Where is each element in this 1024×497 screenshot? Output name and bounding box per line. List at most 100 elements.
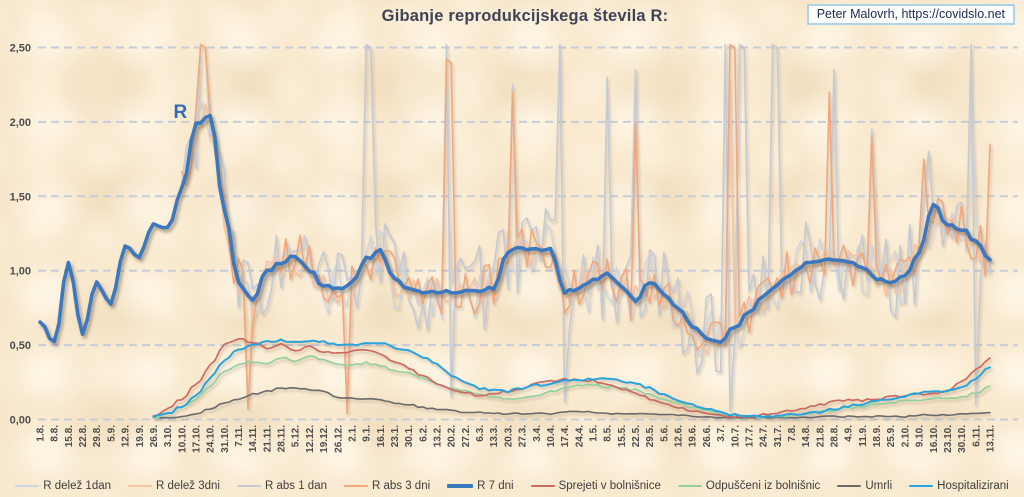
legend-label: R 7 dni [477, 480, 514, 492]
legend-item-r-7dni[interactable]: R 7 dni [447, 480, 514, 492]
svg-text:19.12.: 19.12. [319, 425, 330, 453]
attribution-text: Peter Malovrh, https://covidslo.net [816, 7, 1005, 21]
gridlines: 0,00 0,50 1,00 1,50 2,00 2,50 [10, 43, 1018, 427]
legend-label: Hospitalizirani [937, 480, 1009, 492]
svg-text:7.11.: 7.11. [234, 425, 245, 447]
legend-label: R delež 3dni [156, 480, 220, 492]
svg-text:14.11.: 14.11. [248, 425, 259, 452]
svg-text:30.1.: 30.1. [404, 425, 415, 447]
svg-text:6.2.: 6.2. [418, 425, 429, 442]
svg-text:16.10.: 16.10. [929, 425, 940, 453]
svg-text:8.8.: 8.8. [50, 425, 61, 442]
svg-text:2.10.: 2.10. [900, 425, 911, 447]
svg-text:0,00: 0,00 [10, 415, 31, 427]
svg-text:2.1.: 2.1. [347, 425, 358, 442]
legend-item-r-delez-1dan[interactable]: R delež 1dan [15, 480, 111, 492]
legend-label: Sprejeti v bolnišnice [558, 480, 661, 492]
legend-label: Umrli [865, 480, 893, 492]
svg-text:24.4.: 24.4. [574, 425, 585, 447]
svg-text:12.9.: 12.9. [121, 425, 132, 447]
r7-series [38, 113, 992, 345]
svg-text:30.10.: 30.10. [957, 425, 968, 453]
hospital-series [152, 337, 991, 419]
svg-text:22.8.: 22.8. [78, 425, 89, 447]
svg-text:17.10.: 17.10. [191, 425, 202, 453]
legend-marker-r-delez-3dni-icon [128, 485, 153, 487]
svg-text:6.3.: 6.3. [475, 425, 486, 442]
svg-text:27.3.: 27.3. [518, 425, 529, 447]
svg-text:17.7.: 17.7. [744, 425, 755, 447]
r-annotation: R [174, 102, 188, 123]
attribution-box[interactable]: Peter Malovrh, https://covidslo.net [806, 4, 1015, 25]
svg-text:7.8.: 7.8. [787, 425, 798, 442]
svg-text:24.10.: 24.10. [206, 425, 217, 453]
svg-text:17.4.: 17.4. [560, 425, 571, 447]
legend-item-hospitalizirani[interactable]: Hospitalizirani [909, 480, 1009, 492]
svg-text:23.10.: 23.10. [943, 425, 954, 453]
svg-text:28.11.: 28.11. [277, 425, 288, 452]
chart-title: Gibanje reprodukcijskega števila R: [381, 7, 669, 25]
svg-text:15.5.: 15.5. [617, 425, 628, 447]
svg-text:20.3.: 20.3. [503, 425, 514, 447]
svg-text:21.11.: 21.11. [262, 425, 273, 452]
svg-text:10.4.: 10.4. [546, 425, 557, 447]
svg-text:9.10.: 9.10. [915, 425, 926, 447]
svg-text:14.8.: 14.8. [801, 425, 812, 447]
legend-marker-umrli-icon [837, 485, 862, 487]
svg-text:15.8.: 15.8. [64, 425, 75, 447]
svg-text:10.10.: 10.10. [177, 425, 188, 453]
legend-item-umrli[interactable]: Umrli [837, 480, 892, 492]
svg-text:23.1.: 23.1. [390, 425, 401, 447]
svg-text:6.11.: 6.11. [971, 425, 982, 447]
svg-text:13.3.: 13.3. [489, 425, 500, 447]
svg-text:26.9.: 26.9. [149, 425, 160, 447]
legend-marker-r-abs-1dan-icon [236, 485, 261, 487]
svg-text:31.10.: 31.10. [220, 425, 231, 453]
svg-text:27.2.: 27.2. [461, 425, 472, 447]
svg-text:26.12.: 26.12. [333, 425, 344, 453]
legend-marker-r-delez-1dan-icon [15, 485, 40, 487]
legend-label: R abs 3 dni [371, 480, 431, 492]
svg-text:5.9.: 5.9. [106, 425, 117, 442]
legend-label: R delež 1dan [43, 480, 112, 492]
svg-text:13.2.: 13.2. [433, 425, 444, 447]
svg-text:5.12.: 5.12. [291, 425, 302, 447]
svg-text:2,50: 2,50 [10, 43, 31, 55]
legend-item-r-abs-3dni[interactable]: R abs 3 dni [343, 480, 431, 492]
legend-item-odpusceni[interactable]: Odpuščeni iz bolnišnic [677, 480, 821, 492]
svg-text:3.10.: 3.10. [163, 425, 174, 447]
svg-text:5.6.: 5.6. [659, 425, 670, 442]
legend-marker-r-7dni-icon [447, 484, 474, 488]
legend-marker-r-abs-3dni-icon [343, 485, 368, 487]
svg-text:10.7.: 10.7. [730, 425, 741, 447]
legend-label: Odpuščeni iz bolnišnic [705, 480, 821, 492]
svg-text:4.9.: 4.9. [844, 425, 855, 442]
svg-text:21.8.: 21.8. [815, 425, 826, 447]
svg-text:20.2.: 20.2. [447, 425, 458, 447]
svg-text:18.9.: 18.9. [872, 425, 883, 447]
svg-text:22.5.: 22.5. [631, 425, 642, 447]
svg-text:19.9.: 19.9. [135, 425, 146, 447]
legend-marker-odpusceni-icon [677, 485, 702, 487]
svg-text:31.7.: 31.7. [773, 425, 784, 447]
svg-text:8.5.: 8.5. [603, 425, 614, 442]
svg-text:2,00: 2,00 [10, 117, 31, 129]
svg-text:1.5.: 1.5. [588, 425, 599, 442]
svg-text:29.5.: 29.5. [645, 425, 656, 447]
svg-text:28.8.: 28.8. [830, 425, 841, 447]
svg-text:25.9.: 25.9. [886, 425, 897, 447]
svg-text:19.6.: 19.6. [688, 425, 699, 447]
legend-item-r-delez-3dni[interactable]: R delež 3dni [128, 480, 220, 492]
svg-text:1,00: 1,00 [10, 266, 31, 278]
legend-item-sprejeti[interactable]: Sprejeti v bolnišnice [530, 480, 661, 492]
svg-text:12.12.: 12.12. [305, 425, 316, 453]
legend-marker-hospitalizirani-icon [909, 485, 934, 487]
svg-text:1.8.: 1.8. [36, 425, 47, 442]
svg-text:26.6.: 26.6. [702, 425, 713, 447]
x-axis-labels: 1.8. 8.8. 15.8. 22.8. 29.8. 5.9. 12.9. 19.9. 26.… [36, 425, 997, 453]
svg-text:13.11.: 13.11. [986, 425, 997, 452]
legend-item-r-abs-1dan[interactable]: R abs 1 dan [236, 480, 327, 492]
svg-text:9.1.: 9.1. [362, 425, 373, 442]
